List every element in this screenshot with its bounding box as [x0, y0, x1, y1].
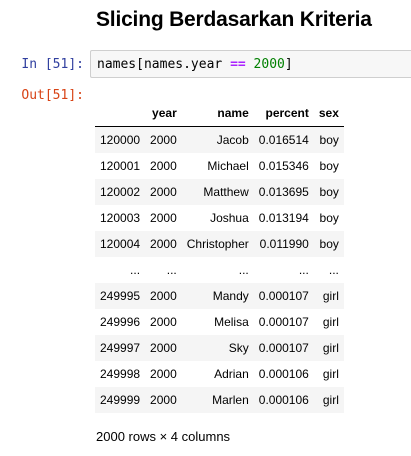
output-prompt: Out[51]:: [21, 88, 84, 103]
code-token-attribute: names.year: [143, 57, 231, 72]
cell-year: 2000: [150, 159, 177, 173]
cell-name: Adrian: [214, 367, 249, 381]
table-row: 120001 2000 Michael 0.015346 boy: [95, 153, 344, 179]
cell-index: 120002: [100, 185, 141, 199]
cell-index: 249997: [100, 341, 141, 355]
cell-sex: girl: [322, 315, 339, 329]
section-heading: Slicing Berdasarkan Kriteria: [96, 8, 372, 31]
cell-sex: girl: [322, 341, 339, 355]
cell-year: 2000: [150, 393, 177, 407]
code-token-bracket-close: ]: [284, 57, 293, 72]
cell-index: 120004: [100, 237, 141, 251]
cell-index: 120000: [100, 133, 141, 147]
cell-sex: boy: [319, 211, 339, 225]
table-row: 120004 2000 Christopher 0.011990 boy: [95, 231, 344, 257]
cell-percent: 0.000107: [258, 289, 309, 303]
cell-name: Mandy: [212, 289, 249, 303]
cell-year: 2000: [150, 237, 177, 251]
header-index: [95, 100, 146, 127]
cell-percent: 0.011990: [259, 237, 309, 251]
header-name: name: [181, 100, 254, 127]
cell-name: Sky: [228, 341, 249, 355]
cell-sex: girl: [322, 393, 339, 407]
table-row: 249998 2000 Adrian 0.000106 girl: [95, 361, 344, 387]
code-token-operator: ==: [230, 57, 246, 72]
cell-name: Matthew: [203, 185, 249, 199]
table-row: ...............: [95, 257, 344, 283]
cell-percent: 0.000106: [258, 367, 309, 381]
cell-index: 249998: [100, 367, 141, 381]
cell-percent: 0.000106: [258, 393, 309, 407]
cell-year: 2000: [150, 133, 177, 147]
cell-year: 2000: [150, 211, 177, 225]
cell-name: Christopher: [186, 237, 249, 251]
cell-index: 249996: [100, 315, 141, 329]
cell-sex: ...: [328, 263, 339, 277]
cell-percent: 0.000107: [258, 341, 309, 355]
cell-name: Michael: [207, 159, 249, 173]
cell-name: Marlen: [212, 393, 249, 407]
code-token-bracket-open: [: [136, 57, 144, 72]
table-row: 249996 2000 Melisa 0.000107 girl: [95, 309, 344, 335]
table-row: 249999 2000 Marlen 0.000106 girl: [95, 387, 344, 413]
table-row: 249995 2000 Mandy 0.000107 girl: [95, 283, 344, 309]
cell-index: 120003: [100, 211, 141, 225]
table-header: year name percent sex: [95, 100, 344, 127]
cell-sex: boy: [319, 133, 339, 147]
code-token-number: 2000: [253, 57, 285, 72]
cell-name: Jacob: [216, 133, 249, 147]
cell-year: 2000: [150, 367, 177, 381]
cell-index: 249995: [100, 289, 141, 303]
header-year: year: [145, 100, 182, 127]
header-sex: sex: [313, 100, 344, 127]
cell-name: Joshua: [210, 211, 249, 225]
table-body: 120000 2000 Jacob 0.016514 boy 120001 2000 Mich…: [95, 126, 344, 413]
dataframe-shape: 2000 rows × 4 columns: [96, 429, 231, 444]
cell-percent: 0.015346: [258, 159, 309, 173]
cell-year: 2000: [150, 315, 177, 329]
input-prompt: In [51]:: [21, 57, 84, 72]
cell-year: 2000: [150, 185, 177, 199]
cell-sex: boy: [319, 159, 339, 173]
cell-index: 249999: [100, 393, 141, 407]
cell-percent: 0.013695: [258, 185, 309, 199]
header-row: year name percent sex: [95, 100, 344, 127]
header-percent: percent: [253, 100, 314, 127]
table-row: 249997 2000 Sky 0.000107 girl: [95, 335, 344, 361]
code-token-space: [246, 57, 254, 72]
cell-year: 2000: [150, 289, 177, 303]
cell-sex: boy: [319, 237, 339, 251]
cell-percent: ...: [298, 263, 309, 277]
cell-sex: boy: [319, 185, 339, 199]
table-row: 120002 2000 Matthew 0.013695 boy: [95, 179, 344, 205]
cell-year: ...: [166, 263, 177, 277]
code-input-cell[interactable]: names[names.year == 2000]: [90, 50, 411, 78]
cell-name: Melisa: [214, 315, 249, 329]
cell-sex: girl: [322, 289, 339, 303]
cell-index: ...: [130, 263, 141, 277]
cell-percent: 0.013194: [258, 211, 309, 225]
cell-percent: 0.000107: [258, 315, 309, 329]
cell-year: 2000: [150, 341, 177, 355]
table-row: 120000 2000 Jacob 0.016514 boy: [95, 126, 344, 153]
cell-percent: 0.016514: [258, 133, 309, 147]
cell-sex: girl: [322, 367, 339, 381]
cell-index: 120001: [100, 159, 141, 173]
cell-name: ...: [238, 263, 249, 277]
table-row: 120003 2000 Joshua 0.013194 boy: [95, 205, 344, 231]
code-token-variable: names: [97, 57, 137, 72]
dataframe-table: year name percent sex 120000 2000 Jacob 0.0…: [95, 100, 344, 413]
